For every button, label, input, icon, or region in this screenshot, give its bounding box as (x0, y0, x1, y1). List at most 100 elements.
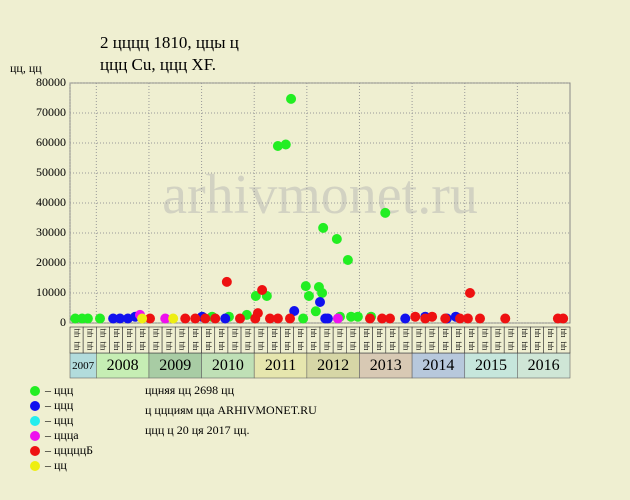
point (315, 297, 325, 307)
quarter-label: цц (85, 328, 94, 337)
quarter-label: цц (506, 328, 515, 337)
point (300, 281, 311, 292)
point (440, 313, 451, 324)
year-label: 2010 (212, 357, 244, 374)
point (210, 313, 221, 324)
legend-marker (30, 386, 40, 396)
point (462, 313, 473, 324)
quarter-label: цц (137, 341, 146, 350)
point (317, 288, 328, 298)
note: ццняя цц 2698 цц (145, 383, 235, 397)
quarter-label: цц (111, 341, 120, 350)
point (235, 313, 245, 324)
y-tick-label: 10000 (36, 285, 66, 299)
quarter-label: цц (387, 328, 396, 337)
quarter-label: цц (519, 341, 528, 350)
point (221, 276, 232, 287)
point (82, 313, 93, 324)
quarter-label: цц (532, 341, 541, 350)
point (95, 313, 105, 324)
point (160, 313, 171, 324)
quarter-label: цц (150, 341, 159, 350)
point (272, 141, 283, 151)
quarter-label: цц (308, 328, 317, 337)
y-tick-label: 60000 (36, 135, 66, 149)
quarter-label: цц (545, 328, 554, 337)
quarter-label: цц (479, 341, 488, 350)
point (342, 255, 353, 265)
point (272, 313, 283, 324)
quarter-label: цц (229, 328, 238, 337)
point (427, 311, 438, 322)
point (385, 313, 395, 324)
point (465, 288, 475, 298)
legend-label: – ццц (44, 398, 74, 412)
point (500, 313, 511, 324)
legend-marker (30, 461, 40, 471)
year-label: 2013 (370, 357, 402, 374)
point (252, 308, 263, 319)
year-label: 2007 (72, 360, 95, 372)
quarter-label: цц (335, 341, 344, 350)
year-band (148, 352, 202, 379)
point (558, 313, 569, 324)
year-band (201, 352, 255, 379)
quarter-label: цц (256, 341, 265, 350)
quarter-label: цц (164, 341, 173, 350)
point (265, 313, 275, 324)
point (332, 313, 343, 324)
quarter-label: цц (414, 341, 423, 350)
quarter-label: цц (387, 341, 396, 350)
quarter-label: цц (71, 341, 80, 350)
quarter-label: цц (466, 328, 475, 337)
y-tick-label: 50000 (36, 165, 66, 179)
point (145, 313, 155, 324)
quarter-label: цц (71, 328, 80, 337)
watermark: arhivmonet.ru (162, 164, 478, 226)
quarter-label: цц (414, 328, 423, 337)
point (289, 306, 300, 316)
quarter-label: цц (216, 341, 225, 350)
quarter-label: цц (190, 341, 199, 350)
quarter-label: цц (374, 328, 383, 337)
year-band (411, 352, 466, 379)
quarter-label: цц (190, 328, 199, 337)
quarter-label: цц (427, 328, 436, 337)
quarter-label: цц (150, 328, 159, 337)
quarter-label: цц (400, 328, 409, 337)
point (115, 313, 125, 324)
y-tick-label: 40000 (36, 195, 66, 209)
year-label: 2011 (265, 357, 296, 374)
quarter-label: цц (492, 328, 501, 337)
quarter-label: цц (124, 341, 133, 350)
year-band (69, 352, 97, 379)
quarter-label: цц (216, 328, 225, 337)
year-label: 2009 (159, 357, 191, 374)
point (400, 313, 411, 324)
quarter-label: цц (532, 328, 541, 337)
quarter-label: цц (440, 328, 449, 337)
quarter-label: цц (506, 341, 515, 350)
point (137, 313, 148, 324)
point (475, 313, 485, 324)
point (298, 313, 309, 324)
point (190, 313, 201, 324)
legend-marker (30, 431, 40, 441)
quarter-label: цц (361, 341, 370, 350)
quarter-label: цц (335, 328, 344, 337)
point (168, 313, 179, 324)
quarter-label: цц (321, 341, 330, 350)
point (377, 313, 388, 324)
quarter-label: цц (295, 328, 304, 337)
quarter-label: цц (242, 341, 251, 350)
year-label: 2012 (317, 357, 349, 374)
point (303, 291, 314, 301)
legend-marker (30, 416, 40, 426)
quarter-label: цц (308, 341, 317, 350)
point (285, 313, 295, 324)
point (331, 234, 342, 244)
y-tick-label: 20000 (36, 255, 66, 269)
point (310, 306, 321, 317)
year-band (306, 352, 360, 379)
quarter-label: цц (124, 328, 133, 337)
